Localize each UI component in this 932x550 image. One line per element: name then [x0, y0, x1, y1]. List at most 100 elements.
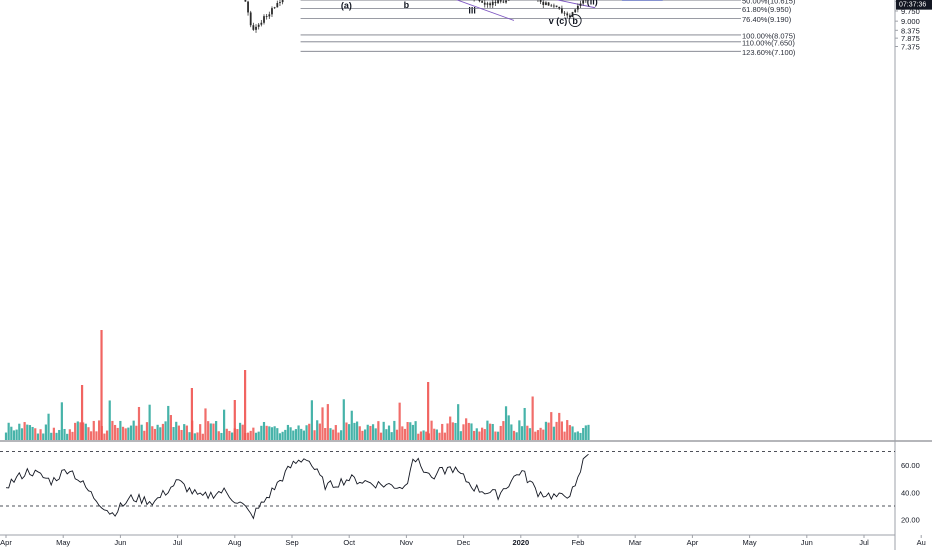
candle-body — [263, 16, 265, 23]
volume-bar — [249, 430, 252, 440]
volume-bar — [129, 425, 133, 440]
volume-bar — [220, 432, 223, 440]
volume-bar — [542, 429, 545, 440]
wave-label: b — [404, 0, 410, 10]
candle-body — [576, 5, 579, 10]
candle-body — [481, 1, 484, 3]
volume-bar — [238, 422, 242, 440]
wave-label: iii — [468, 6, 476, 16]
volume-bar — [18, 423, 21, 440]
wave-label-circle — [568, 14, 582, 27]
volume-bar — [531, 396, 534, 440]
time-axis[interactable]: Apr May Jun Jul Aug Sep Oct Nov Dec 2020 Feb Mar Apr… — [0, 535, 926, 547]
time-tick-label: Dec — [457, 538, 471, 547]
volume-bar — [446, 423, 449, 440]
time-tick-label: 2020 — [512, 538, 529, 547]
volume-bar — [236, 429, 239, 440]
volume-bar — [512, 430, 516, 440]
volume-bar — [153, 428, 157, 440]
candle-body — [558, 6, 561, 9]
volume-bar — [42, 433, 45, 440]
time-tick-label: Au — [917, 538, 926, 547]
rsi-tick-label: 40.00 — [901, 488, 920, 497]
fib-level-label: 61.80%(9.950) — [742, 5, 792, 14]
volume-bar — [87, 427, 90, 440]
volume-bar — [262, 421, 266, 440]
volume-bar — [74, 422, 77, 440]
candle-body — [486, 3, 489, 5]
volume-bar — [475, 428, 478, 440]
volume-bar — [441, 423, 444, 440]
candle-body — [502, 1, 505, 3]
wave-label: (a) — [341, 0, 352, 10]
candle-body — [244, 0, 247, 2]
volume-bar — [379, 432, 383, 440]
volume-bar — [536, 430, 540, 440]
volume-bar — [515, 432, 518, 440]
volume-bar — [26, 424, 29, 440]
volume-bar — [201, 433, 204, 440]
fib-level-label: 110.00%(7.650) — [742, 38, 795, 47]
volume-bar — [310, 400, 313, 440]
candle-body — [491, 1, 494, 6]
volume-bar — [268, 426, 271, 440]
volume-bar — [313, 430, 316, 440]
volume-bar — [68, 429, 71, 440]
volume-bar — [459, 431, 462, 440]
volume-bar — [465, 418, 468, 440]
volume-bar — [105, 430, 109, 440]
volume-bar — [95, 431, 98, 440]
volume-bar — [196, 432, 199, 440]
volume-bar — [145, 422, 149, 440]
candle-body — [560, 8, 563, 13]
volume-bar — [478, 431, 481, 440]
volume-bar — [390, 432, 393, 440]
volume-bar — [228, 430, 231, 440]
volume-bar — [15, 429, 18, 440]
volume-bar — [36, 433, 40, 440]
price-axis[interactable]: 26.00024.00022.00020.00018.00016.00015.0… — [895, 0, 932, 51]
volume-bar — [273, 426, 276, 440]
volume-bar — [278, 433, 282, 440]
candle-body — [494, 1, 497, 4]
volume-bar — [31, 426, 34, 440]
volume-bar — [124, 428, 127, 440]
countdown-label: 07:37:36 — [899, 2, 926, 9]
volume-bar — [324, 428, 327, 440]
candle-body — [553, 5, 555, 7]
volume-bar — [305, 425, 308, 440]
volume-bar — [164, 421, 167, 440]
volume-bar — [172, 427, 175, 440]
volume-bar — [246, 432, 250, 440]
fibonacci-retracement[interactable]: 0.00%(13.945)23.60%(12.260)38.20%(11.320… — [300, 0, 796, 57]
candle-body — [497, 0, 499, 4]
time-tick-label: Oct — [343, 538, 356, 547]
volume-bar — [308, 423, 311, 440]
volume-bar — [76, 421, 79, 440]
volume-bar — [92, 420, 95, 440]
countdown-badge — [896, 0, 932, 10]
time-tick-label: May — [743, 538, 757, 547]
volume-bar — [79, 422, 82, 440]
volume-bar — [44, 424, 47, 440]
volume-bar — [302, 430, 305, 440]
candle-body — [273, 7, 276, 9]
volume-bar — [121, 426, 125, 440]
volume-bar — [518, 420, 521, 440]
volume-bar — [185, 425, 188, 440]
volume-bar — [90, 431, 93, 440]
time-tick-label: Jul — [173, 538, 183, 547]
volume-bar — [329, 428, 332, 440]
volume-bar — [377, 421, 380, 440]
volume-bar — [494, 431, 497, 440]
volume-bar — [510, 424, 513, 440]
trend-channel[interactable] — [426, 0, 596, 21]
volume-bar — [84, 423, 87, 440]
volume-bar — [233, 400, 236, 440]
fib-level-label: 100.00%(8.075) — [742, 31, 796, 40]
time-tick-label: Jun — [801, 538, 813, 547]
volume-bar — [340, 430, 343, 440]
volume-bar — [294, 429, 298, 440]
volume-bar — [419, 431, 423, 440]
